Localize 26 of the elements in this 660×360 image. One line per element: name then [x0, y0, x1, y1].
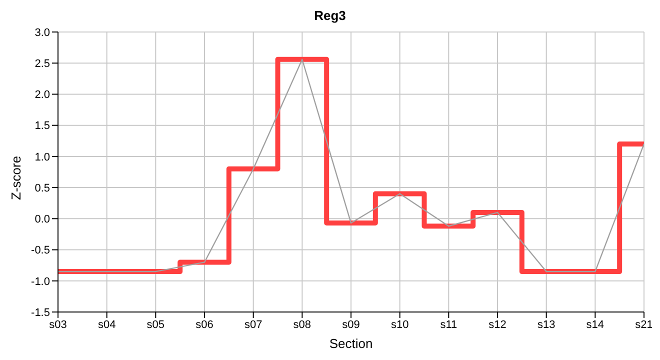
x-tick-label: s05 — [146, 318, 165, 331]
y-tick-label: -1.5 — [31, 306, 50, 319]
y-tick-label: -0.5 — [31, 244, 50, 257]
y-tick-label: 2.0 — [34, 89, 50, 102]
y-tick-label: 0.0 — [34, 214, 50, 226]
x-tick-label: s08 — [293, 318, 312, 331]
x-tick-label: s21 — [635, 318, 653, 331]
y-axis-title: Z-score — [8, 156, 24, 200]
x-tick-label: s06 — [196, 318, 214, 331]
x-tick-label: s09 — [342, 318, 360, 331]
y-tick-label: 3.0 — [34, 26, 50, 39]
y-tick-label: 0.5 — [34, 182, 50, 194]
x-axis-title: Section — [329, 336, 373, 351]
chart-title: Reg3 — [313, 8, 347, 25]
x-tick-label: s11 — [440, 318, 458, 331]
x-tick-label: s04 — [98, 318, 116, 331]
x-tick-label: s03 — [49, 318, 67, 331]
y-tick-label: 2.5 — [34, 58, 50, 70]
x-tick-label: s14 — [586, 318, 604, 331]
x-tick-label: s07 — [244, 318, 262, 331]
x-tick-label: s13 — [537, 318, 556, 331]
y-tick-label: 1.5 — [34, 120, 50, 132]
y-tick-label: 1.0 — [34, 151, 50, 164]
x-tick-label: s12 — [488, 318, 506, 331]
y-tick-label: -1.0 — [31, 276, 50, 288]
x-tick-label: s10 — [390, 318, 409, 331]
